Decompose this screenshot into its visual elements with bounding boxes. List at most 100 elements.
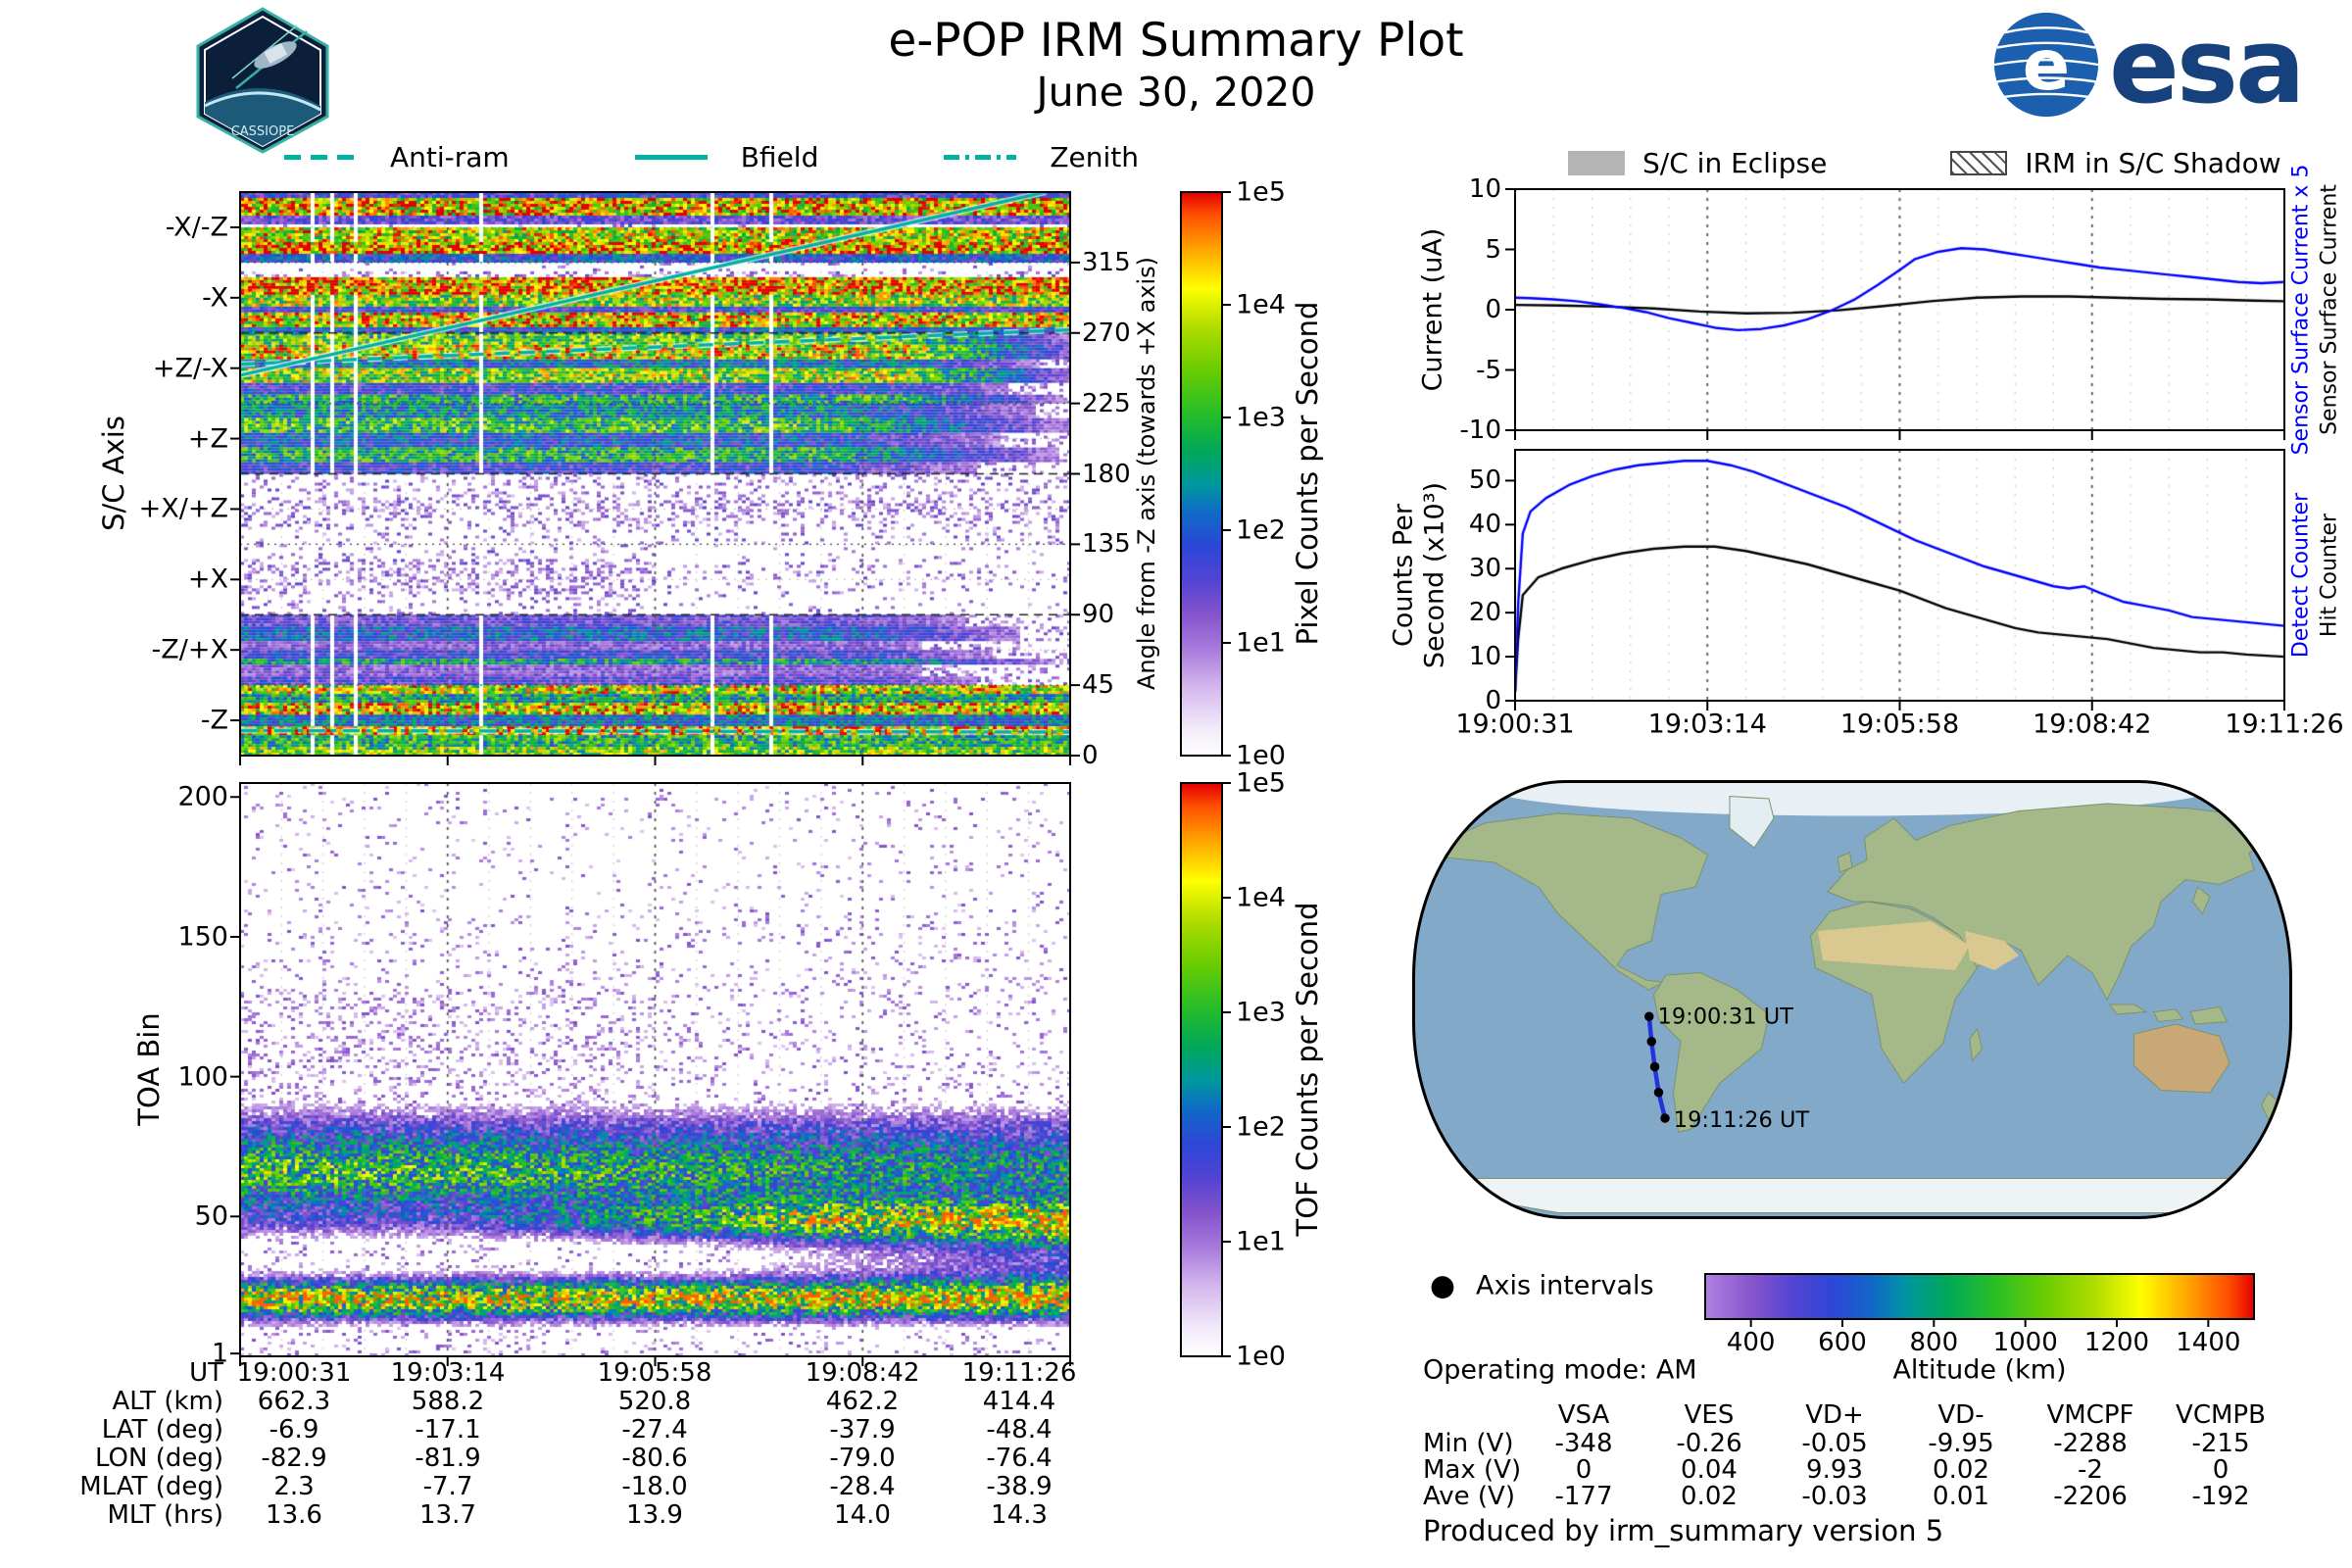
altitude-tick-label: 1200 — [2083, 1328, 2150, 1357]
pixel-counts-colorbar — [1181, 192, 1222, 756]
ephemeris-value: 19:05:58 — [597, 1358, 712, 1388]
voltage-value: 0.01 — [1933, 1482, 1989, 1511]
sensor-current-chart — [1515, 189, 2284, 430]
voltage-column-header: VD+ — [1805, 1400, 1864, 1430]
ground-track-time-label: 19:00:31 UT — [1658, 1004, 1794, 1029]
esa-globe-stripes — [1993, 26, 2099, 99]
voltage-row-label: Min (V) — [1423, 1429, 1514, 1458]
esa-globe-e: e — [2023, 24, 2070, 106]
voltage-row-label: Ave (V) — [1423, 1482, 1515, 1511]
ephemeris-value: 414.4 — [982, 1387, 1056, 1416]
toa-tick-label: 150 — [177, 921, 228, 953]
ephemeris-value: 588.2 — [411, 1387, 485, 1416]
ephemeris-value: -76.4 — [986, 1444, 1053, 1473]
altitude-tick-label: 800 — [1909, 1328, 1959, 1357]
page-title: e-POP IRM Summary Plot — [888, 14, 1464, 68]
voltage-row-label: Max (V) — [1423, 1455, 1522, 1485]
voltage-value: -192 — [2191, 1482, 2250, 1511]
map-arctic-ice — [1485, 781, 2220, 816]
shadow-label: IRM in S/C Shadow — [2025, 147, 2281, 179]
angle-tick-label: 135 — [1082, 529, 1131, 560]
chart-y-tick-label: -10 — [1459, 416, 1501, 445]
voltage-value: -348 — [1554, 1429, 1613, 1458]
voltage-value: -2288 — [2053, 1429, 2128, 1458]
chart-y-tick-label: 10 — [1468, 174, 1501, 204]
map-south-america — [1652, 971, 1770, 1133]
sc-axis-tick-label: -Z/+X — [151, 634, 228, 665]
logo-satellite-body — [264, 43, 288, 64]
ephemeris-value: 19:08:42 — [805, 1358, 920, 1388]
map-new-guinea — [2189, 1005, 2229, 1025]
colorbar-tick-label: 1e4 — [1236, 289, 1286, 320]
map-greenland — [1729, 795, 1775, 849]
ground-track-point — [1649, 1061, 1660, 1072]
ephemeris-value: 13.9 — [626, 1500, 683, 1530]
ephemeris-value: -27.4 — [621, 1415, 688, 1445]
chart-y-tick-label: 30 — [1468, 554, 1501, 584]
toa-tick-label: 50 — [194, 1200, 228, 1232]
altitude-tick-label: 400 — [1726, 1328, 1776, 1357]
chart-y-tick-label: 0 — [1485, 686, 1501, 715]
sc-axis-tick-label: -Z — [200, 705, 228, 736]
ephemeris-value: 19:00:31 — [236, 1358, 352, 1388]
voltage-value: -2 — [2078, 1455, 2103, 1485]
ephemeris-value: -38.9 — [986, 1472, 1053, 1501]
ephemeris-value: -79.0 — [829, 1444, 896, 1473]
altitude-tick-label: 1000 — [1992, 1328, 2058, 1357]
logo-earth-limb — [204, 91, 321, 112]
angle-tick-label: 0 — [1082, 741, 1099, 770]
zenith-label: Zenith — [1050, 141, 1140, 173]
voltage-value: -177 — [1554, 1482, 1613, 1511]
logo-earth — [205, 87, 320, 146]
voltage-column-header: VMCPF — [2046, 1400, 2134, 1430]
chart-y-tick-label: 40 — [1468, 510, 1501, 540]
map-indonesia-2 — [2152, 1008, 2184, 1023]
map-continents — [1440, 795, 2284, 1213]
colorbar-tick-label: 1e5 — [1236, 767, 1286, 799]
ephemeris-value: 520.8 — [617, 1387, 692, 1416]
colorbar-tick-label: 1e3 — [1236, 402, 1286, 433]
sc-axis-tick-label: +Z — [187, 423, 228, 455]
ephemeris-value: -81.9 — [415, 1444, 481, 1473]
bfield-label: Bfield — [740, 141, 819, 173]
colorbar-tick-label: 1e3 — [1236, 997, 1286, 1028]
sc-axis-tick-label: +X/+Z — [138, 493, 228, 524]
chart-x-tick-label: 19:00:31 — [1455, 709, 1575, 740]
chart-x-tick-label: 19:11:26 — [2225, 709, 2344, 740]
ephemeris-row-label: MLAT (deg) — [79, 1472, 223, 1501]
map-sahara — [1818, 921, 1970, 970]
angle-tick-label: 270 — [1082, 318, 1131, 348]
voltage-value: -0.05 — [1801, 1429, 1868, 1458]
tof-counts-colorbar — [1181, 783, 1222, 1356]
chart-y-tick-label: -5 — [1476, 355, 1501, 385]
chart-y-tick-label: 5 — [1485, 234, 1501, 265]
angle-tick-label: 315 — [1082, 247, 1131, 277]
chart-x-tick-label: 19:05:58 — [1839, 709, 1960, 740]
ephemeris-value: -80.6 — [621, 1444, 688, 1473]
voltage-value: -9.95 — [1928, 1429, 1994, 1458]
chart-x-tick-label: 19:03:14 — [1647, 709, 1767, 740]
ephemeris-value: -37.9 — [829, 1415, 896, 1445]
zenith-line-sample-icon — [944, 155, 1017, 160]
page-subtitle: June 30, 2020 — [1036, 69, 1316, 116]
map-uk — [1837, 852, 1853, 873]
direction-legend: Anti-ram Bfield Zenith — [284, 141, 1139, 173]
footer-text: Produced by irm_summary version 5 — [1423, 1514, 1944, 1547]
voltage-column-header: VSA — [1557, 1400, 1610, 1430]
eclipse-swatch-icon — [1568, 151, 1625, 175]
voltage-value: 0.04 — [1681, 1455, 1738, 1485]
voltage-column-header: VD- — [1937, 1400, 1984, 1430]
sc-axis-spectrogram — [240, 192, 1070, 756]
ephemeris-value: -18.0 — [621, 1472, 688, 1501]
voltage-value: 0 — [1575, 1455, 1592, 1485]
ephemeris-row-label: LAT (deg) — [101, 1415, 223, 1445]
ground-track-point — [1660, 1113, 1670, 1123]
anti-ram-line-sample-icon — [284, 155, 357, 160]
cassiope-logo-text: CASSIOPE — [231, 124, 295, 139]
sc-axis-tick-label: -X/-Z — [165, 212, 228, 243]
colorbar-tick-label: 1e5 — [1236, 176, 1286, 208]
altitude-colorbar-label: Altitude (km) — [1892, 1354, 2067, 1386]
status-legend: S/C in Eclipse IRM in S/C Shadow — [1568, 147, 2281, 179]
